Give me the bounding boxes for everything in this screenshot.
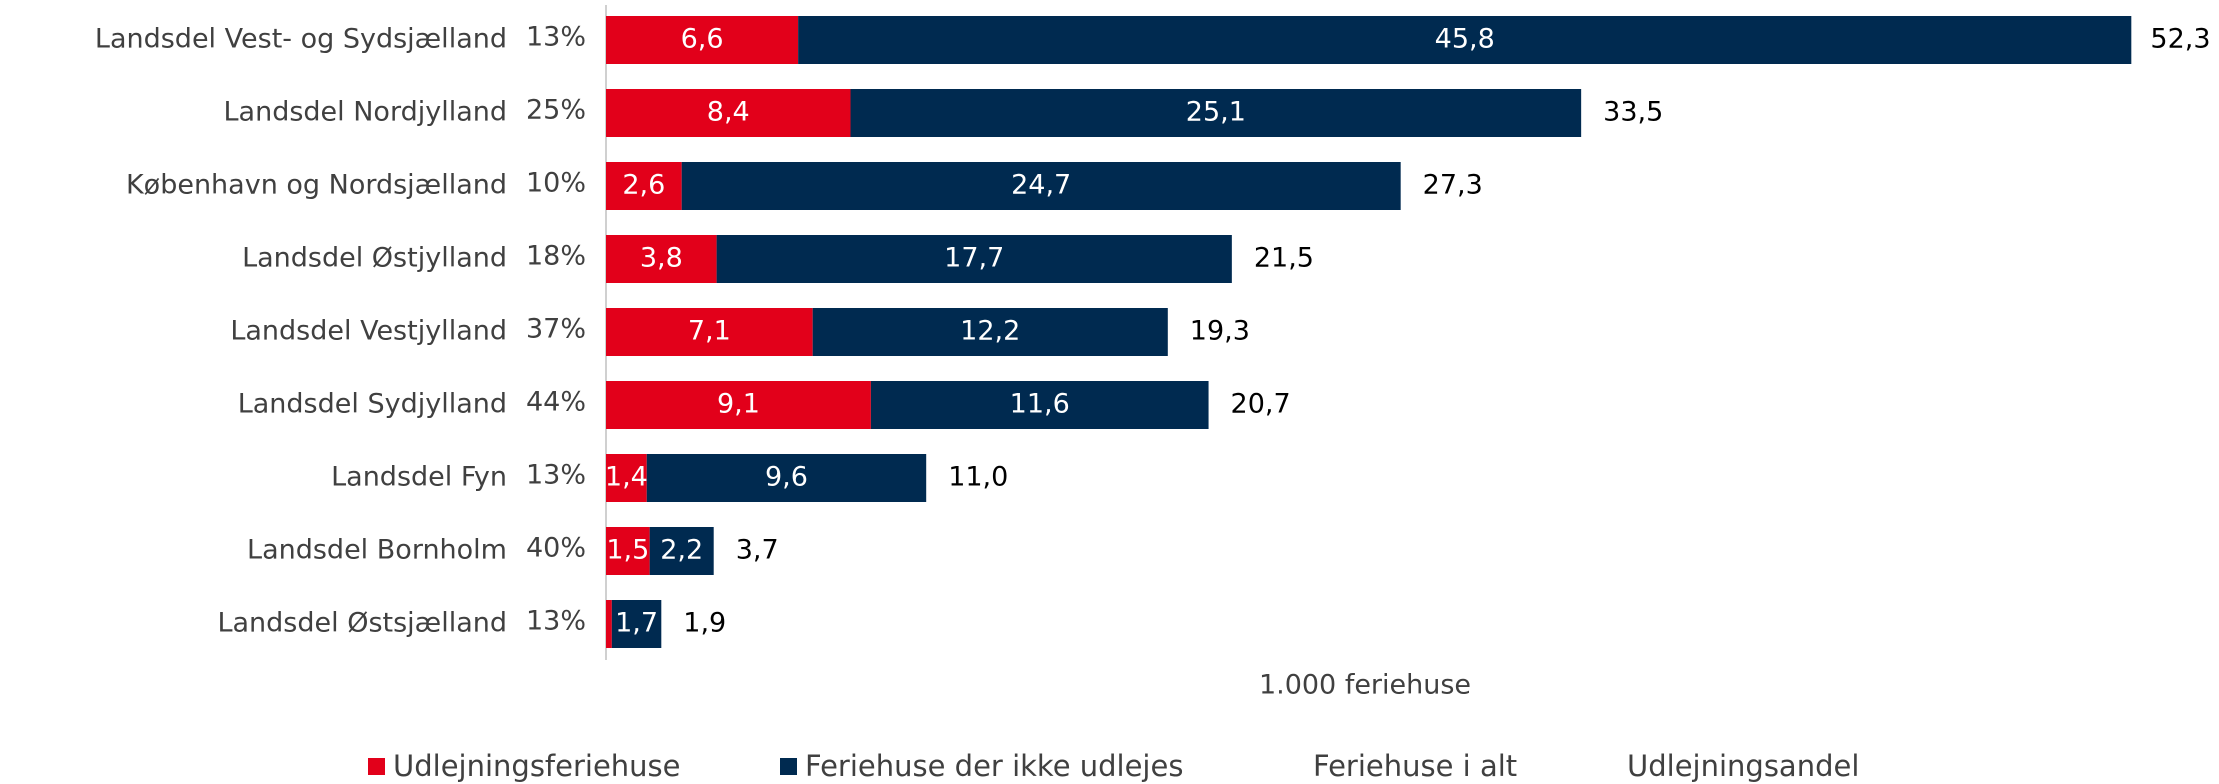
value-label: 6,6: [681, 24, 724, 55]
value-label: 9,6: [765, 462, 808, 493]
category-label: Landsdel Vest- og Sydsjælland: [95, 24, 507, 55]
bar-segment: [606, 381, 871, 429]
total-label: 27,3: [1423, 170, 1483, 201]
category-label: København og Nordsjælland: [126, 170, 507, 201]
category-label: Landsdel Østsjælland: [217, 608, 507, 639]
category-label: Landsdel Bornholm: [247, 535, 507, 566]
bar-segment: [611, 600, 662, 648]
total-label: 20,7: [1231, 389, 1291, 420]
value-label: 17,7: [944, 243, 1004, 274]
value-label: 1,7: [615, 608, 658, 639]
category-label: Landsdel Nordjylland: [224, 97, 508, 128]
bar-segment: [649, 527, 714, 575]
bar-segment: [606, 600, 612, 648]
share-label: 18%: [526, 241, 586, 272]
share-label: 10%: [526, 168, 586, 199]
share-label: 37%: [526, 314, 586, 345]
value-label: 24,7: [1011, 170, 1071, 201]
value-label: 2,2: [660, 535, 703, 566]
total-label: 3,7: [736, 535, 779, 566]
bar-segment: [606, 235, 717, 283]
category-label: Landsdel Sydjylland: [238, 389, 507, 420]
axis-label: 1.000 feriehuse: [1259, 670, 1471, 701]
category-label: Landsdel Østjylland: [242, 243, 507, 274]
bar-segment: [870, 381, 1209, 429]
total-label: 52,3: [2150, 24, 2210, 55]
total-label: 19,3: [1190, 316, 1250, 347]
value-label: 8,4: [707, 97, 750, 128]
bar-segment: [606, 162, 682, 210]
legend-label: Feriehuse der ikke udlejes: [805, 749, 1183, 783]
total-label: 11,0: [948, 462, 1008, 493]
share-label: 40%: [526, 533, 586, 564]
legend-swatch: [780, 758, 797, 775]
value-label: 45,8: [1435, 24, 1495, 55]
category-label: Landsdel Fyn: [331, 462, 507, 493]
value-label: 25,1: [1186, 97, 1246, 128]
share-label: 25%: [526, 95, 586, 126]
legend-label: Udlejningsandel: [1627, 749, 1859, 783]
bar-segment: [606, 89, 851, 137]
bar-segment: [850, 89, 1582, 137]
legend-swatch: [368, 758, 385, 775]
share-label: 13%: [526, 22, 586, 53]
value-label: 9,1: [717, 389, 760, 420]
bar-segment: [606, 454, 647, 502]
bar-segment: [646, 454, 927, 502]
total-label: 21,5: [1254, 243, 1314, 274]
category-label: Landsdel Vestjylland: [230, 316, 507, 347]
bar-segment: [812, 308, 1168, 356]
legend-label: Feriehuse i alt: [1313, 749, 1517, 783]
share-label: 13%: [526, 606, 586, 637]
bar-segment: [606, 16, 799, 64]
value-label: 12,2: [960, 316, 1020, 347]
value-label: 2,6: [622, 170, 665, 201]
share-label: 13%: [526, 460, 586, 491]
bar-segment: [716, 235, 1232, 283]
bar-segment: [798, 16, 2132, 64]
total-label: 1,9: [683, 608, 726, 639]
value-label: 11,6: [1010, 389, 1070, 420]
value-label: 3,8: [640, 243, 683, 274]
total-label: 33,5: [1603, 97, 1663, 128]
value-label: 1,4: [605, 462, 648, 493]
value-label: 1,5: [606, 535, 649, 566]
value-label: 7,1: [688, 316, 731, 347]
bar-segment: [606, 527, 650, 575]
share-label: 44%: [526, 387, 586, 418]
legend-label: Udlejningsferiehuse: [393, 749, 681, 783]
bar-segment: [606, 308, 813, 356]
bar-segment: [681, 162, 1401, 210]
